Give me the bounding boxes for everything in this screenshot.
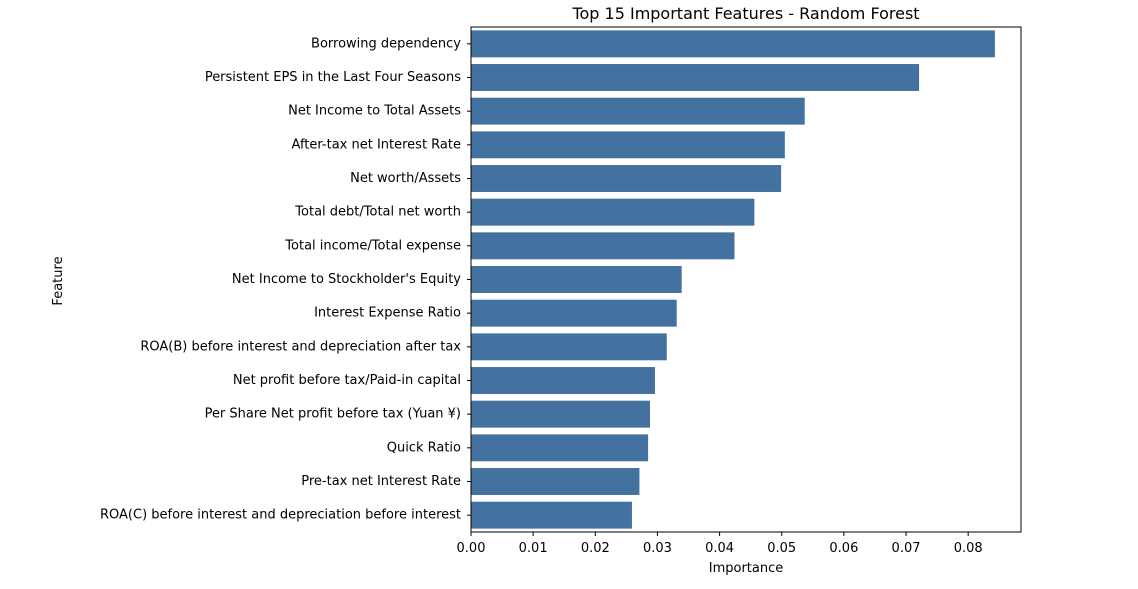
chart-title: Top 15 Important Features - Random Fores… xyxy=(571,4,919,23)
bar xyxy=(471,434,649,462)
bar xyxy=(471,232,735,260)
y-tick-label: Total income/Total expense xyxy=(284,238,461,253)
y-axis-ticks: Borrowing dependency Persistent EPS in t… xyxy=(100,36,471,523)
y-tick-label: Per Share Net profit before tax (Yuan ¥) xyxy=(205,407,461,422)
x-tick-label: 0.06 xyxy=(829,541,858,556)
y-tick-label: Borrowing dependency xyxy=(311,36,461,51)
bar xyxy=(471,64,920,91)
bar xyxy=(471,97,805,125)
x-tick-label: 0.03 xyxy=(643,541,672,556)
bar xyxy=(471,501,632,529)
y-tick-label: ROA(B) before interest and depreciation … xyxy=(140,339,461,354)
bar xyxy=(471,367,655,394)
y-tick-label: Net worth/Assets xyxy=(350,171,461,186)
x-tick-label: 0.02 xyxy=(581,541,610,556)
y-tick-label: Total debt/Total net worth xyxy=(294,205,461,220)
bar xyxy=(471,266,682,293)
bars-group xyxy=(471,30,995,529)
y-tick-label: After-tax net Interest Rate xyxy=(292,137,461,152)
y-tick-label: ROA(C) before interest and depreciation … xyxy=(100,508,461,523)
y-tick-label: Persistent EPS in the Last Four Seasons xyxy=(205,70,461,85)
y-tick-label: Net Income to Total Assets xyxy=(288,104,461,119)
y-tick-label: Pre-tax net Interest Rate xyxy=(301,474,461,489)
bar xyxy=(471,468,640,495)
y-tick-label: Quick Ratio xyxy=(387,440,461,455)
bar xyxy=(471,131,785,159)
bar xyxy=(471,299,677,327)
bar xyxy=(471,400,650,428)
bar xyxy=(471,165,782,192)
x-tick-label: 0.05 xyxy=(767,541,796,556)
bar xyxy=(471,30,995,58)
y-tick-label: Net profit before tax/Paid-in capital xyxy=(233,373,461,388)
x-tick-label: 0.08 xyxy=(954,541,983,556)
x-axis-label: Importance xyxy=(709,561,784,576)
x-tick-label: 0.00 xyxy=(457,541,486,556)
bar xyxy=(471,198,755,226)
y-tick-label: Net Income to Stockholder's Equity xyxy=(232,272,461,287)
x-tick-label: 0.01 xyxy=(519,541,548,556)
x-tick-label: 0.07 xyxy=(892,541,921,556)
x-tick-label: 0.04 xyxy=(705,541,734,556)
y-axis-label: Feature xyxy=(51,256,66,305)
bar xyxy=(471,333,667,361)
y-tick-label: Interest Expense Ratio xyxy=(314,306,461,321)
x-axis-ticks: 0.00 0.01 0.02 0.03 0.04 0.05 0.06 0.07 0.08 xyxy=(457,532,983,556)
